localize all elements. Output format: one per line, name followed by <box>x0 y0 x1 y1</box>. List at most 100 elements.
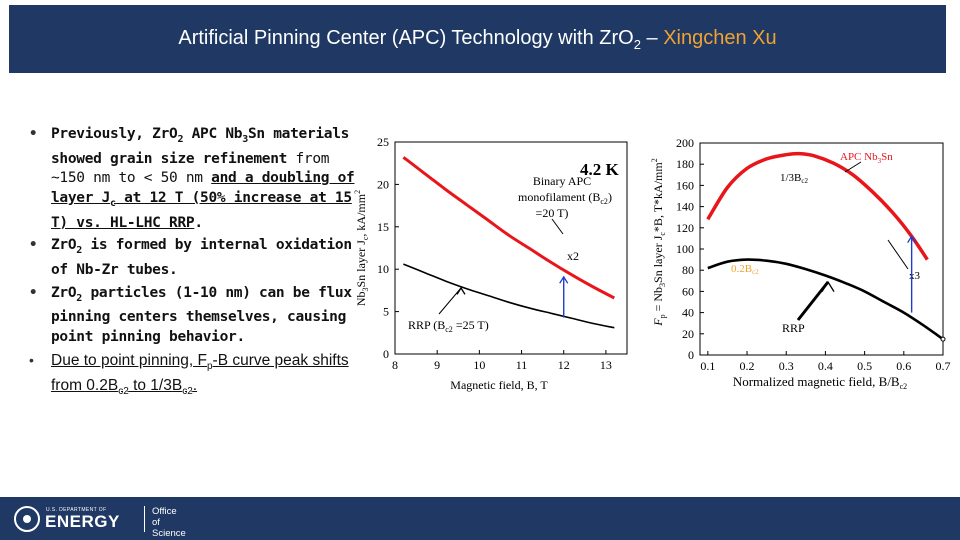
b4-text-d: . <box>192 377 198 395</box>
chart1-ytick-label-1: 5 <box>383 305 389 319</box>
b1-sub-2: 3 <box>242 133 248 145</box>
chart2-x3-label: x3 <box>909 270 921 282</box>
chart2-ytick-label-10: 200 <box>676 136 694 150</box>
chart2-ytick-label-6: 120 <box>676 221 694 235</box>
chart1-ytick-label-3: 15 <box>377 220 389 234</box>
chart1-xlabel: Magnetic field, B, T <box>450 378 548 392</box>
b4-text-c: to 1/3B <box>128 377 183 395</box>
chart2-xlabel: Normalized magnetic field, B/Bc2 <box>733 374 907 391</box>
chart2-rrp-label: RRP <box>782 321 805 335</box>
b2-sub: 2 <box>76 245 83 257</box>
chart2-ytick-label-9: 180 <box>676 157 694 171</box>
author-name: Xingchen Xu <box>663 27 777 49</box>
b1-text-e: from ~150 nm to < 50 nm <box>51 150 330 187</box>
chart1-apc-curve <box>402 156 615 300</box>
b4-text-a: Due to point pinning, F <box>51 351 207 369</box>
chart2-peak-apc-label: 1/3Bc2 <box>780 172 809 185</box>
chart1-ytick-label-4: 20 <box>377 177 389 191</box>
chart2-xtick-label-1: 0.2 <box>740 359 755 373</box>
b3-text-a: ZrO <box>51 284 77 301</box>
bullet-3: ZrO2 particles (1-10 nm) can be flux pin… <box>26 284 361 348</box>
bullet-1: Previously, ZrO2 APC Nb3Sn materials sho… <box>26 125 361 233</box>
chart2-ytick-label-7: 140 <box>676 200 694 214</box>
chart2-xtick-label-4: 0.5 <box>857 359 872 373</box>
chart2-apc-curve <box>706 151 929 261</box>
b1-sub-jc: c <box>110 197 116 209</box>
b3-text-b: particles (1-10 nm) can be flux pinning … <box>51 284 352 345</box>
chart2-apc-label-pointer <box>844 161 862 173</box>
logo-dept-line: U.S. DEPARTMENT OF <box>46 507 107 513</box>
chart1-xtick-label-2: 10 <box>473 358 485 372</box>
b1-text-a: Previously, ZrO <box>51 126 178 142</box>
chart2-ytick-label-0: 0 <box>688 348 694 362</box>
chart2-rrp-endpoint <box>940 336 946 342</box>
chart1-ytick-label-0: 0 <box>383 347 389 361</box>
bullet-list: Previously, ZrO2 APC Nb3Sn materials sho… <box>26 125 361 405</box>
chart2-ytick-label-2: 40 <box>682 306 694 320</box>
chart1-x2-arrowhead <box>559 275 569 284</box>
chart1-apc-label: Binary APC monofilament (Bc2) =20 T) <box>518 174 612 220</box>
chart2-apc-label: APC Nb3Sn <box>840 151 893 165</box>
b1-text-g: at 12 T (50% increase at 15 T) vs. HL-LH… <box>51 190 352 231</box>
b4-sub-3: c2 <box>182 386 193 398</box>
chart1-ylabel: Nb3Sn layer Jc, kA/mm2 <box>353 190 370 306</box>
chart2-xtick-label-2: 0.3 <box>779 359 794 373</box>
chart2-x3-arrowhead <box>907 235 917 244</box>
b4-sub-2: c2 <box>118 386 129 398</box>
jc-vs-field-chart: Nb3Sn layer Jc, kA/mm2 Magnetic field, B… <box>353 135 628 392</box>
chart2-frame <box>699 142 944 356</box>
title-bar: Artificial Pinning Center (APC) Technolo… <box>9 5 946 73</box>
chart2-ytick-label-3: 60 <box>682 284 694 298</box>
b2-text-a: ZrO <box>51 237 77 254</box>
bullet-2: ZrO2 is formed by internal oxidation of … <box>26 236 361 280</box>
b3-sub: 2 <box>76 292 83 304</box>
chart1-ytick-label-2: 10 <box>377 262 389 276</box>
chart1-ytick-label-5: 25 <box>377 135 389 149</box>
title-dash: – <box>640 27 664 49</box>
b1-text-c: Sn materials showed grain size <box>51 126 350 167</box>
chart2-ytick-label-5: 100 <box>676 242 694 256</box>
footer-bar: U.S. DEPARTMENT OF ENERGY Office of Scien… <box>0 497 960 540</box>
chart1-frame <box>394 141 628 355</box>
chart1-rrp-label: RRP (Bc2 =25 T) <box>408 318 489 334</box>
chart2-rrp-curve <box>707 258 944 341</box>
logo-divider <box>144 506 145 532</box>
chart1-x2-label: x2 <box>567 249 579 263</box>
doe-seal-icon <box>14 506 40 532</box>
b4-text-b: -B curve peak shifts from 0.2B <box>51 351 349 395</box>
chart1-temperature: 4.2 K <box>580 160 620 179</box>
pinning-force-chart: Fp = Nb3Sn layer Jc*B, T*kA/mm2 Normaliz… <box>650 136 951 391</box>
chart1-xtick-label-5: 13 <box>600 358 612 372</box>
title-o: O <box>618 27 634 49</box>
chart2-ylabel: Fp = Nb3Sn layer Jc*B, T*kA/mm2 <box>650 158 667 326</box>
chart1-xtick-label-0: 8 <box>392 358 398 372</box>
chart1-rrp-curve <box>403 263 615 329</box>
b1-text-f: and a doubling of layer J <box>51 170 355 206</box>
slide-title: Artificial Pinning Center (APC) Technolo… <box>9 27 946 52</box>
b1-sub-1: 2 <box>177 133 184 145</box>
chart2-apc-pointer <box>887 239 909 270</box>
chart2-xtick-label-6: 0.7 <box>936 359 951 373</box>
b1-text-h: . <box>194 214 203 231</box>
logo-office: Office of Science <box>152 506 186 539</box>
chart1-xtick-label-4: 12 <box>558 358 570 372</box>
chart2-rrp-pointer <box>796 281 830 321</box>
b2-text-b: is formed by internal oxidation of Nb-Zr… <box>51 237 352 278</box>
chart2-rrp-pointer-head <box>821 280 835 292</box>
chart2-ytick-label-1: 20 <box>682 327 694 341</box>
logo-energy: ENERGY <box>45 512 120 531</box>
chart2-ytick-label-8: 160 <box>676 178 694 192</box>
chart2-peak-rrp-label: 0.2Bc2 <box>731 263 759 276</box>
chart1-rrp-pointer-head <box>456 286 466 295</box>
chart2-xtick-label-3: 0.4 <box>818 359 833 373</box>
chart1-apc-pointer <box>551 218 564 235</box>
chart1-xtick-label-3: 11 <box>516 358 528 372</box>
b1-text-d: refinement <box>202 150 288 167</box>
chart2-xtick-label-0: 0.1 <box>700 359 715 373</box>
title-text: Artificial Pinning Center (APC) Technolo… <box>178 27 619 49</box>
title-subscript: 2 <box>633 37 641 52</box>
b4-sub-1: p <box>206 360 213 372</box>
b1-text-b: APC Nb <box>183 126 243 142</box>
bullet-4: Due to point pinning, Fp-B curve peak sh… <box>26 351 361 403</box>
chart1-xtick-label-1: 9 <box>434 358 440 372</box>
